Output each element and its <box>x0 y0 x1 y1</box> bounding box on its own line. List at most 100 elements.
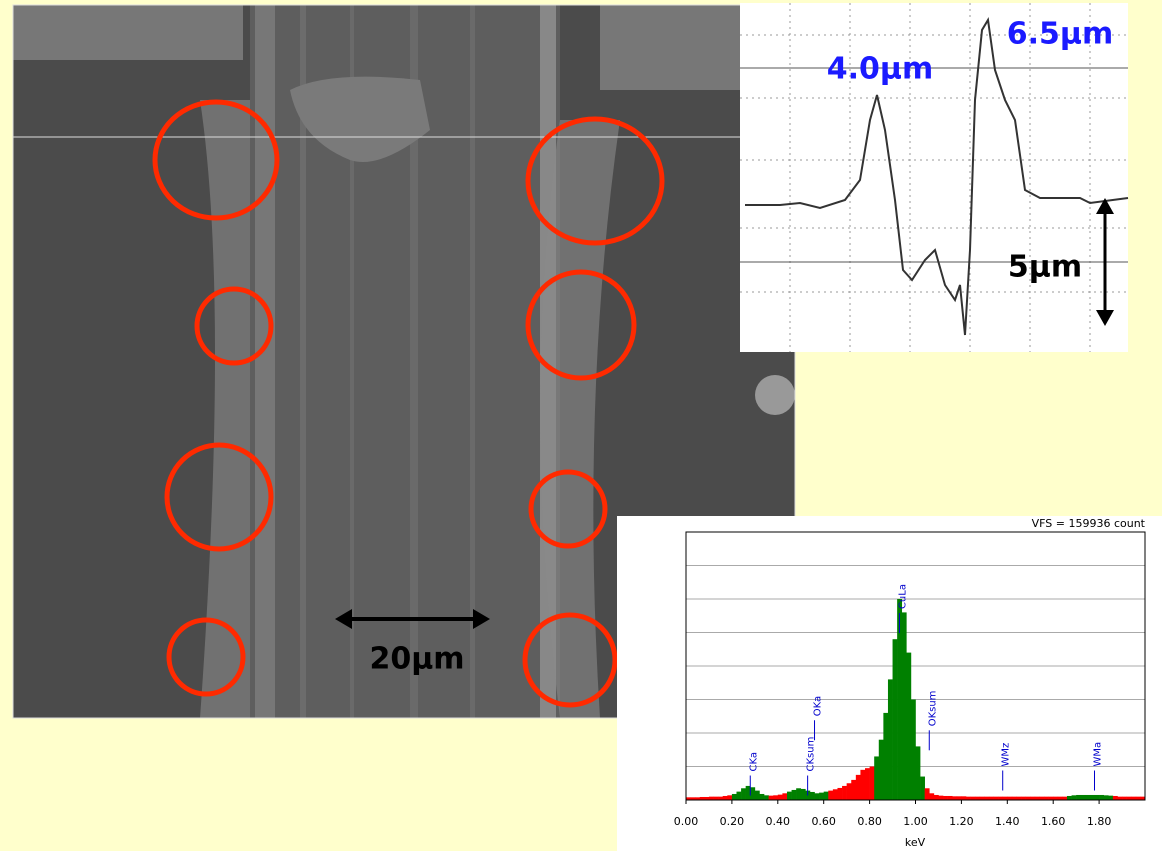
bin <box>870 767 875 801</box>
bin <box>833 789 838 800</box>
bin <box>1117 797 1122 800</box>
bin <box>1122 797 1127 800</box>
bin <box>1049 797 1054 800</box>
bin <box>893 639 898 800</box>
bin <box>911 700 916 801</box>
bin <box>736 792 741 800</box>
bin <box>778 795 783 800</box>
bin <box>819 793 824 800</box>
bin <box>1095 795 1100 800</box>
bin <box>860 770 865 800</box>
bin <box>773 795 778 800</box>
x-tick-label: 0.40 <box>766 815 791 828</box>
bin <box>815 793 820 800</box>
scale-label: 5μm <box>1008 250 1082 285</box>
marker-label: WMz <box>1001 743 1012 767</box>
marker-label: OKsum <box>927 691 938 727</box>
bin <box>1085 795 1090 800</box>
bin <box>984 797 989 800</box>
bin <box>764 795 769 800</box>
bin <box>1044 797 1049 800</box>
bin <box>1007 797 1012 800</box>
bin <box>1113 796 1118 800</box>
bin <box>1067 796 1072 800</box>
bin <box>971 797 976 800</box>
bin <box>1026 797 1031 800</box>
bin <box>902 612 907 800</box>
x-tick-label: 1.40 <box>995 815 1020 828</box>
bin <box>943 796 948 800</box>
marker-label: WMa <box>1093 742 1104 767</box>
profile-panel: 4.0μm 6.5μm 5μm <box>740 3 1128 352</box>
bin <box>874 756 879 800</box>
bin <box>1081 795 1086 800</box>
bin <box>810 792 815 800</box>
scale-label: 20μm <box>369 642 464 677</box>
bin <box>1035 797 1040 800</box>
bin <box>948 796 953 800</box>
x-tick-label: 1.80 <box>1087 815 1112 828</box>
x-tick-label: 0.20 <box>720 815 745 828</box>
x-tick-label: 1.60 <box>1041 815 1066 828</box>
bin <box>842 786 847 800</box>
bin <box>1099 795 1104 800</box>
bin <box>934 795 939 800</box>
bin <box>961 796 966 800</box>
bin <box>741 788 746 800</box>
bin <box>1108 796 1113 800</box>
bin <box>883 713 888 800</box>
bin <box>792 790 797 800</box>
marker-label: OKa <box>813 696 824 716</box>
bin <box>1104 795 1109 800</box>
x-axis-label: keV <box>905 836 926 849</box>
bin <box>994 797 999 800</box>
x-tick-label: 0.60 <box>811 815 836 828</box>
bin <box>888 679 893 800</box>
bin <box>966 797 971 800</box>
bin <box>856 775 861 800</box>
bin <box>938 796 943 800</box>
bin <box>851 780 856 800</box>
bin <box>879 740 884 800</box>
bin <box>714 797 719 800</box>
bin <box>1003 797 1008 800</box>
x-tick-label: 1.20 <box>949 815 974 828</box>
bin <box>989 797 994 800</box>
bin <box>787 792 792 800</box>
peak-label: 4.0μm <box>827 52 933 87</box>
bin <box>723 796 728 800</box>
bin <box>1016 797 1021 800</box>
bin <box>1136 797 1141 800</box>
marker-label: CuLa <box>897 584 908 609</box>
x-tick-label: 1.00 <box>903 815 928 828</box>
bin <box>998 797 1003 800</box>
bin <box>1090 795 1095 800</box>
bin <box>1062 797 1067 800</box>
bin <box>824 792 829 800</box>
peak-label: 6.5μm <box>1007 17 1113 52</box>
bin <box>769 796 774 800</box>
bin <box>828 791 833 800</box>
spectrum-header: VFS = 159936 count <box>1032 517 1146 530</box>
bin <box>755 791 760 800</box>
bin <box>1076 795 1081 800</box>
bin <box>916 746 921 800</box>
bin <box>1058 797 1063 800</box>
bin <box>1030 797 1035 800</box>
bin <box>709 797 714 800</box>
marker-label: CKsum <box>806 737 817 772</box>
bin <box>975 797 980 800</box>
x-tick-label: 0.80 <box>857 815 882 828</box>
bin <box>1039 797 1044 800</box>
bin <box>1072 795 1077 800</box>
bin <box>727 795 732 800</box>
bin <box>1021 797 1026 800</box>
bin <box>925 788 930 800</box>
bin <box>1131 797 1136 800</box>
marker-label: CKa <box>748 752 759 772</box>
bin <box>1053 797 1058 800</box>
bin <box>952 796 957 800</box>
bin <box>980 797 985 800</box>
bin <box>865 768 870 800</box>
